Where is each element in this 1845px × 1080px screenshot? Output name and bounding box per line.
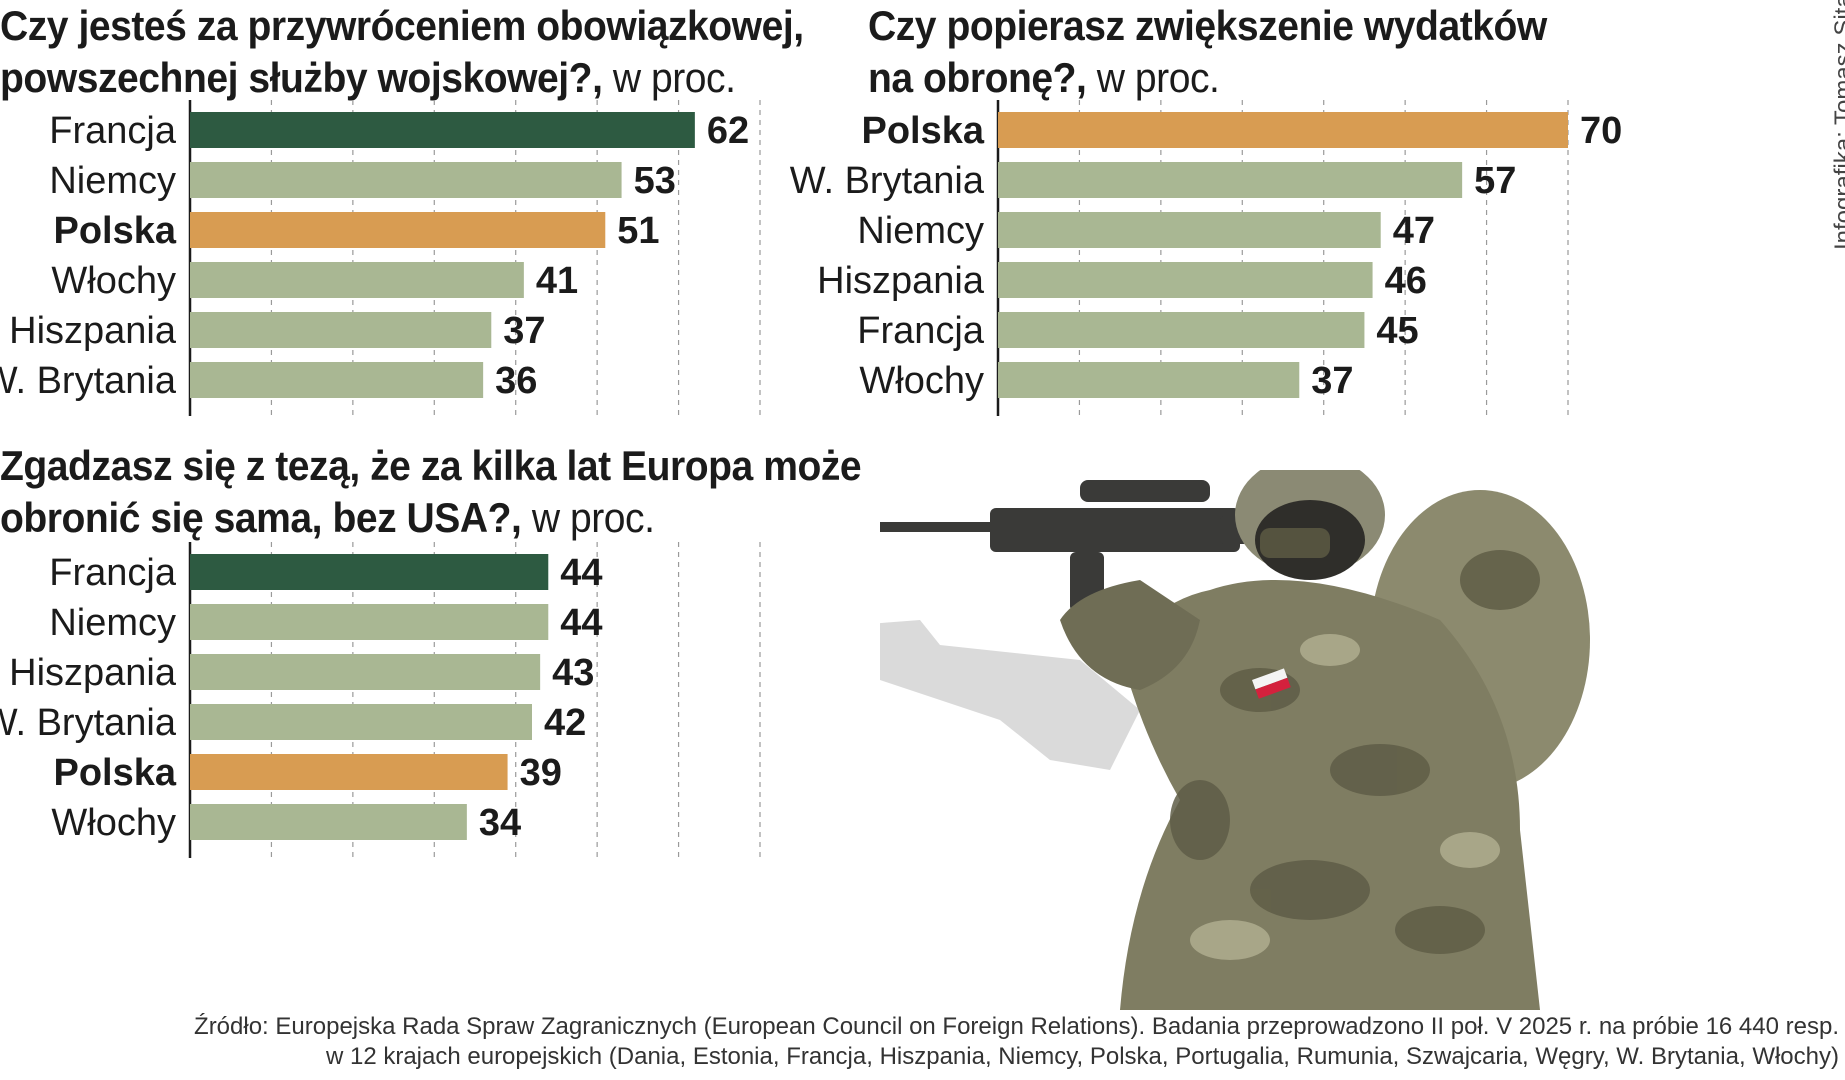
chart3-title-line2: obronić się sama, bez USA?, <box>0 494 522 541</box>
category-label: Włochy <box>51 260 176 302</box>
bar <box>998 262 1373 298</box>
category-label: Polska <box>861 110 984 152</box>
bar <box>998 112 1568 148</box>
category-label: Niemcy <box>49 602 176 644</box>
value-label: 46 <box>1385 260 1427 302</box>
polish-flag-icon <box>1252 668 1291 699</box>
category-label: Włochy <box>859 360 984 402</box>
chart2-title-line2: na obronę?, <box>868 54 1087 101</box>
bar <box>998 362 1300 398</box>
chart3-title-line1: Zgadzasz się z tezą, że za kilka lat Eur… <box>0 442 862 489</box>
value-label: 51 <box>617 210 659 252</box>
category-label: W. Brytania <box>790 160 985 202</box>
chart3-plot: Francja 44 Niemcy 44 Hiszpania 43 W. Brytania 4… <box>0 542 761 858</box>
value-label: 37 <box>503 310 545 352</box>
chart1-plot: Francja 62 Niemcy 53 Polska 51 Włochy 41 Hiszpan… <box>0 100 761 416</box>
bar <box>190 262 524 298</box>
bar <box>190 112 695 148</box>
category-label: W. Brytania <box>0 360 177 402</box>
chart1-title-line2: powszechnej służby wojskowej?, <box>0 54 603 101</box>
chart1-title: Czy jesteś za przywróceniem obowiązkowej… <box>0 0 804 104</box>
value-label: 43 <box>552 652 594 694</box>
chart2-title: Czy popierasz zwiększenie wydatków na ob… <box>868 0 1547 104</box>
category-label: Włochy <box>51 802 176 844</box>
soldier-head <box>1235 470 1385 580</box>
bar <box>190 362 484 398</box>
value-label: 34 <box>479 802 521 844</box>
source-line2: w 12 krajach europejskich (Dania, Estoni… <box>325 1043 1839 1070</box>
value-label: 57 <box>1474 160 1516 202</box>
bar <box>190 804 467 840</box>
category-label: Polska <box>53 752 176 794</box>
bar <box>998 162 1463 198</box>
value-label: 45 <box>1376 310 1418 352</box>
category-label: Francja <box>49 110 177 152</box>
bar <box>998 312 1365 348</box>
bar <box>190 604 549 640</box>
chart1-unit: w proc. <box>612 54 736 101</box>
soldier-arm <box>1060 580 1200 690</box>
shadow-shape <box>880 620 1140 770</box>
value-label: 37 <box>1311 360 1353 402</box>
camo-pattern-light <box>1190 634 1500 960</box>
value-label: 62 <box>707 110 749 152</box>
category-label: W. Brytania <box>0 702 177 744</box>
bar <box>998 212 1381 248</box>
category-label: Niemcy <box>49 160 176 202</box>
bar <box>190 754 508 790</box>
chart2-title-line1: Czy popierasz zwiększenie wydatków <box>868 2 1547 49</box>
value-label: 42 <box>544 702 586 744</box>
category-label: Hiszpania <box>9 310 177 352</box>
bar <box>190 554 549 590</box>
chart2-unit: w proc. <box>1096 54 1220 101</box>
value-label: 47 <box>1393 210 1435 252</box>
chart3-title: Zgadzasz się z tezą, że za kilka lat Eur… <box>0 440 862 544</box>
bar <box>190 704 532 740</box>
bar <box>190 162 622 198</box>
value-label: 41 <box>536 260 578 302</box>
category-label: Hiszpania <box>9 652 177 694</box>
soldier-illustration <box>880 470 1590 1010</box>
chart3-unit: w proc. <box>531 494 655 541</box>
source-note: Źródło: Europejska Rada Spraw Zagraniczn… <box>9 1012 1839 1072</box>
chart1-title-line1: Czy jesteś za przywróceniem obowiązkowej… <box>0 2 804 49</box>
value-label: 39 <box>520 752 562 794</box>
value-label: 44 <box>560 602 602 644</box>
category-label: Polska <box>53 210 176 252</box>
value-label: 36 <box>495 360 537 402</box>
camo-pattern <box>1170 550 1540 954</box>
source-line1: Źródło: Europejska Rada Spraw Zagraniczn… <box>194 1013 1839 1040</box>
value-label: 70 <box>1580 110 1622 152</box>
value-label: 44 <box>560 552 602 594</box>
value-label: 53 <box>634 160 676 202</box>
category-label: Francja <box>857 310 985 352</box>
bar <box>190 312 492 348</box>
bar <box>190 212 606 248</box>
category-label: Niemcy <box>857 210 984 252</box>
category-label: Hiszpania <box>817 260 985 302</box>
category-label: Francja <box>49 552 177 594</box>
bar <box>190 654 541 690</box>
chart2-plot: Polska 70 W. Brytania 57 Niemcy 47 Hiszpania 46… <box>790 100 1622 416</box>
credit-text: Infografika: Tomasz Sitarski <box>1830 0 1845 250</box>
